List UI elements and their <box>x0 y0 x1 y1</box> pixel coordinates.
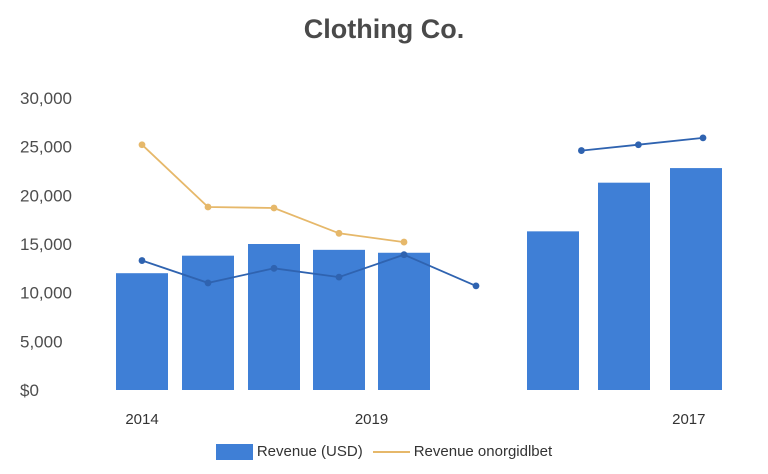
series-line <box>141 144 405 243</box>
legend-label-revenue-line: Revenue onorgidlbet <box>413 443 553 460</box>
legend-label-revenue: Revenue (USD) <box>256 443 363 460</box>
chart-title: Clothing Co. <box>303 14 465 44</box>
y-tick-label: 5,000 <box>20 332 63 351</box>
series-line <box>141 253 477 287</box>
bar <box>378 252 430 390</box>
y-tick-label: $0 <box>20 381 39 400</box>
series-point <box>138 141 146 149</box>
series-point <box>472 282 480 290</box>
series-point <box>400 251 408 259</box>
series-point <box>270 264 278 272</box>
series-point <box>270 204 278 212</box>
legend: Revenue (USD) Revenue onorgidlbet <box>0 443 768 460</box>
bar <box>598 182 650 390</box>
y-tick-label: 10,000 <box>20 284 72 303</box>
series-line <box>581 137 704 152</box>
x-tick-label: 2014 <box>125 411 158 428</box>
series-point <box>335 229 343 237</box>
bar <box>527 231 579 390</box>
series-point <box>204 203 212 211</box>
series-point <box>335 273 343 281</box>
series-point <box>204 279 212 287</box>
y-tick-label: 30,000 <box>20 89 72 108</box>
series-point <box>699 134 707 142</box>
y-tick-label: 15,000 <box>20 235 72 254</box>
x-tick-label: 2017 <box>672 411 705 428</box>
y-tick-label: 20,000 <box>20 186 72 205</box>
bar <box>313 249 365 390</box>
series-point <box>578 147 585 154</box>
legend-swatch-line <box>372 450 410 453</box>
legend-item-revenue-line: Revenue onorgidlbet <box>372 443 553 460</box>
bar <box>182 255 234 390</box>
series-point <box>138 257 146 264</box>
series-point <box>635 141 642 149</box>
bar <box>670 168 722 390</box>
y-tick-label: 25,000 <box>20 138 72 157</box>
bar <box>116 273 168 390</box>
x-tick-label: 2019 <box>355 411 388 428</box>
legend-swatch-bar <box>215 443 253 460</box>
series-point <box>400 238 408 246</box>
legend-item-revenue: Revenue (USD) <box>215 443 363 460</box>
